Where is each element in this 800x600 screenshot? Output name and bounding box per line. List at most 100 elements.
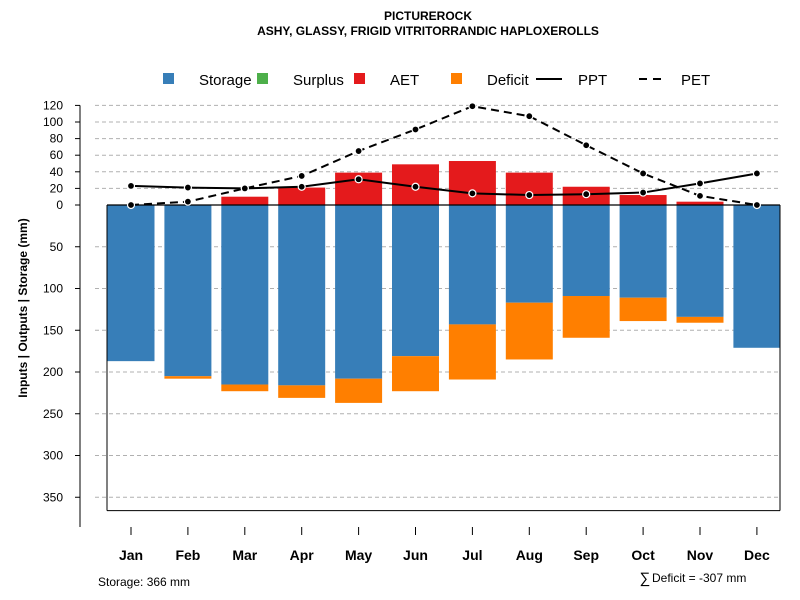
storage-bar (392, 205, 439, 357)
pet-line (130, 105, 758, 206)
pet-point (126, 200, 136, 210)
pet-point (297, 171, 306, 181)
ppt-point (411, 182, 420, 191)
storage-note: Storage: 366 mm (98, 575, 190, 589)
y-tick-label: 300 (43, 449, 63, 463)
aet-bar (448, 161, 496, 205)
x-tick-label: Feb (175, 547, 200, 563)
y-tick-label: 100 (43, 282, 63, 296)
pet-point (183, 197, 192, 206)
deficit-bar (392, 356, 439, 392)
storage-bar (676, 205, 724, 317)
ppt-point (525, 190, 534, 200)
y-tick-label: 150 (43, 323, 63, 337)
ppt-point (468, 189, 477, 198)
axes (79, 105, 781, 527)
aet-bar (505, 172, 553, 205)
storage-bar (505, 205, 553, 303)
pet-point (695, 191, 705, 200)
deficit-bar (619, 297, 667, 322)
x-tick-label: Sep (573, 547, 599, 563)
chart-subtitle: ASHY, GLASSY, FRIGID VITRITORRANDIC HAPL… (257, 24, 599, 38)
y-tick-label: 250 (43, 407, 63, 421)
legend: Storage Surplus AET Deficit PPT PET (163, 72, 710, 89)
legend-swatch (257, 73, 268, 84)
y-tick-label: 350 (43, 490, 63, 504)
deficit-bar (278, 385, 326, 398)
y-tick-label: 20 (50, 181, 64, 195)
storage-bar (221, 205, 269, 385)
lines (126, 102, 762, 210)
x-tick-label: May (345, 547, 372, 563)
sum-symbol: ∑ (640, 570, 651, 587)
aet-bar (676, 201, 724, 205)
deficit-bar (335, 378, 383, 403)
pet-point (582, 141, 591, 150)
legend-swatch (163, 73, 174, 84)
y-tick-label: 60 (50, 148, 64, 162)
legend-swatch (451, 73, 462, 84)
ppt-point (695, 179, 705, 188)
legend-label: PPT (578, 72, 607, 89)
bars (107, 161, 781, 403)
y-axis-label: Inputs | Outputs | Storage (mm) (16, 218, 30, 397)
x-tick-label: Mar (232, 547, 257, 563)
legend-swatch (354, 73, 365, 84)
aet-bar (221, 196, 269, 205)
y-tick-label: 0 (56, 198, 63, 212)
ppt-point (582, 190, 591, 199)
storage-bar (164, 205, 212, 377)
x-tick-label: Nov (687, 547, 714, 563)
pet-point (752, 200, 762, 210)
x-tick-label: Aug (516, 547, 543, 563)
ppt-point (638, 188, 648, 197)
pet-point (411, 125, 420, 134)
legend-label: Deficit (487, 72, 530, 89)
x-tick-label: Jun (403, 547, 428, 563)
pet-point (638, 169, 648, 178)
deficit-bar (448, 324, 496, 380)
legend-label: Storage (199, 72, 252, 89)
y-tick-label: 100 (43, 115, 63, 129)
deficit-bar (562, 296, 610, 338)
storage-bar (107, 205, 155, 362)
aet-bar (278, 187, 326, 205)
ppt-point (297, 182, 306, 191)
ppt-point (126, 181, 136, 191)
x-tick-label: Oct (631, 547, 655, 563)
y-ticks: 0 20 40 60 80 100 120 50 100 150 200 250 300 350 (43, 98, 80, 504)
storage-bar (733, 205, 781, 348)
storage-bar (562, 205, 610, 297)
y-tick-label: 80 (50, 132, 64, 146)
deficit-bar (164, 376, 212, 379)
deficit-note: Deficit = -307 mm (652, 571, 746, 585)
ppt-line (130, 172, 758, 197)
pet-point (354, 146, 363, 156)
deficit-bar (505, 302, 553, 360)
ppt-point (183, 183, 192, 192)
aet-bar (619, 195, 667, 205)
storage-bar (278, 205, 326, 386)
storage-bar (335, 205, 383, 379)
storage-bar (619, 205, 667, 298)
pet-point (525, 112, 534, 121)
deficit-bar (221, 384, 269, 392)
deficit-bar (676, 316, 724, 323)
x-tick-label: Jul (462, 547, 482, 563)
ppt-point (354, 175, 363, 184)
legend-label: AET (390, 72, 419, 89)
legend-label: PET (681, 72, 710, 89)
ppt-point (240, 184, 249, 193)
x-ticks: Jan Feb Mar Apr May Jun Jul Aug Sep Oct Nov Dec (119, 527, 770, 563)
legend-label: Surplus (293, 72, 344, 89)
x-tick-label: Jan (119, 547, 143, 563)
y-tick-label: 50 (50, 240, 64, 254)
storage-bar (448, 205, 496, 325)
pet-point (468, 102, 477, 111)
y-tick-label: 40 (50, 165, 64, 179)
x-tick-label: Dec (744, 547, 770, 563)
y-tick-label: 120 (43, 98, 63, 112)
x-tick-label: Apr (290, 547, 315, 563)
y-tick-label: 200 (43, 365, 63, 379)
